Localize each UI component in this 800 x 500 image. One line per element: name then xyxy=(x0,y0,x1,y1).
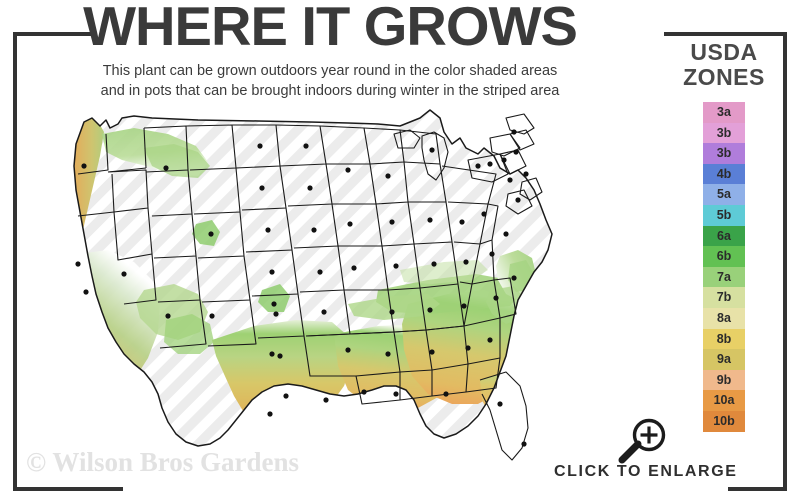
magnifier-plus-icon[interactable] xyxy=(618,418,670,464)
legend-swatch-label: 5a xyxy=(717,187,731,202)
frame-border-bottom-left xyxy=(13,487,123,491)
legend-swatch-10b-15: 10b xyxy=(703,410,745,432)
legend-swatch-5a-4: 5a xyxy=(703,184,745,205)
legend-swatch-5b-5: 5b xyxy=(703,204,745,226)
legend-swatch-label: 8a xyxy=(717,310,731,325)
frame-border-right xyxy=(783,32,787,491)
usda-zones-legend: USDA ZONES 3a 3b 3b 4b 5a 5b 6a 6b 7a 7b 8a 8b 9a 9b 1… xyxy=(668,40,780,432)
legend-swatch-6b-7: 6b xyxy=(703,246,745,267)
legend-swatch-10a-14: 10a xyxy=(703,390,745,411)
legend-swatch-3a-0: 3a xyxy=(703,102,745,123)
legend-title-line-2: ZONES xyxy=(683,64,765,90)
legend-swatch-label: 10a xyxy=(713,393,735,408)
subtitle-line-2: and in pots that can be brought indoors … xyxy=(100,83,560,99)
usda-zone-map[interactable] xyxy=(48,104,648,474)
frame-border-left xyxy=(13,32,17,491)
map-state-boundaries xyxy=(73,109,553,461)
legend-swatch-9a-12: 9a xyxy=(703,349,745,370)
legend-swatch-label: 8b xyxy=(716,331,732,346)
legend-swatch-label: 9a xyxy=(717,352,731,367)
legend-title-line-1: USDA xyxy=(690,39,758,65)
watermark-copyright: © Wilson Bros Gardens xyxy=(26,447,299,477)
legend-swatch-label: 9b xyxy=(716,372,732,387)
legend-swatch-label: 7a xyxy=(717,269,731,284)
legend-title: USDA ZONES xyxy=(668,40,780,90)
map-svg xyxy=(73,109,553,461)
map-city-dots xyxy=(75,129,529,447)
legend-swatch-7a-8: 7a xyxy=(703,266,745,288)
subtitle-line-1: This plant can be grown outdoors year ro… xyxy=(102,63,558,79)
legend-swatch-8b-11: 8b xyxy=(703,328,745,350)
frame-border-top-right xyxy=(664,32,787,36)
legend-swatch-label: 10b xyxy=(713,413,735,428)
page-title: WHERE IT GROWS xyxy=(83,0,578,57)
legend-swatch-3b-2: 3b xyxy=(703,143,745,164)
legend-swatch-label: 4b xyxy=(716,166,732,181)
legend-swatch-label: 5b xyxy=(716,208,732,223)
legend-swatch-label: 6b xyxy=(716,249,732,264)
click-to-enlarge-label[interactable]: CLICK TO ENLARGE xyxy=(554,463,738,480)
frame-border-bottom-right xyxy=(728,487,787,491)
legend-swatch-4b-3: 4b xyxy=(703,163,745,185)
legend-swatch-3b-1: 3b xyxy=(703,122,745,144)
legend-swatch-9b-13: 9b xyxy=(703,369,745,391)
legend-swatch-label: 3a xyxy=(717,105,731,120)
legend-swatch-8a-10: 8a xyxy=(703,307,745,329)
legend-swatch-6a-6: 6a xyxy=(703,225,745,247)
page-subtitle: This plant can be grown outdoors year ro… xyxy=(30,61,630,101)
legend-swatch-label: 6a xyxy=(717,228,731,243)
legend-swatch-label: 7b xyxy=(716,290,732,305)
frame-border-top-left xyxy=(13,32,91,36)
legend-swatch-list: 3a 3b 3b 4b 5a 5b 6a 6b 7a 7b 8a 8b 9a 9b 10a 10b xyxy=(703,102,745,432)
legend-swatch-label: 3b xyxy=(716,146,732,161)
legend-swatch-label: 3b xyxy=(716,125,732,140)
legend-swatch-7b-9: 7b xyxy=(703,287,745,308)
